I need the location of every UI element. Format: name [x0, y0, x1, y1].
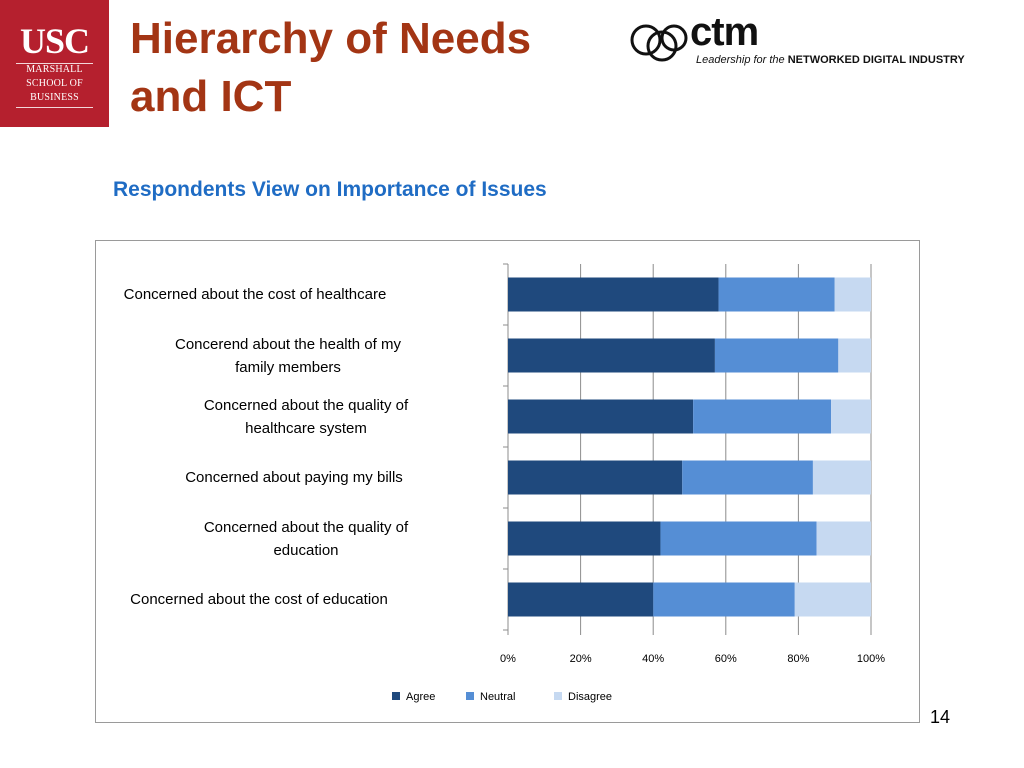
usc-logo-rule: [16, 107, 93, 108]
bar-agree: [508, 582, 654, 617]
chart-frame: [95, 240, 920, 723]
bar-neutral: [682, 460, 813, 495]
legend-label: Agree: [406, 691, 435, 703]
bar-neutral: [714, 338, 839, 373]
category-label: Concerned about paying my bills: [124, 466, 464, 489]
bar-agree: [508, 521, 661, 556]
category-label: Concerned about the quality of education: [136, 516, 476, 562]
category-label-line: healthcare system: [245, 419, 367, 437]
x-tick-label: 80%: [787, 653, 809, 665]
bar-neutral: [653, 582, 795, 617]
usc-logo-line-2: SCHOOL OF: [26, 78, 83, 89]
usc-marshall-logo: USC MARSHALL SCHOOL OF BUSINESS: [0, 0, 109, 127]
category-label-line: Concerned about the cost of education: [130, 591, 388, 608]
usc-logo-line-3: BUSINESS: [30, 92, 79, 103]
bar-neutral: [718, 277, 835, 312]
bar-neutral: [660, 521, 817, 556]
category-label-line: education: [273, 541, 339, 559]
category-label-line: Concerend about the health of my: [175, 335, 401, 353]
bar-neutral: [693, 399, 832, 434]
category-label-line: Concerned about the quality of: [203, 518, 409, 536]
x-tick-label: 60%: [715, 653, 737, 665]
bar-disagree: [816, 521, 871, 556]
legend-swatch: [554, 692, 562, 700]
bar-agree: [508, 277, 719, 312]
ctm-tagline-italic: Leadership for the: [696, 54, 785, 66]
slide-title: Hierarchy of Needs and ICT: [130, 10, 531, 126]
usc-logo-rule: [16, 63, 93, 64]
category-label: Concerend about the health of my family m…: [118, 333, 458, 379]
ctm-tagline-bold: NETWORKED DIGITAL INDUSTRY: [787, 54, 965, 66]
legend-label: Neutral: [480, 691, 515, 703]
bar-disagree: [794, 582, 871, 617]
bar-agree: [508, 399, 694, 434]
category-label-line: Concerned about the quality of: [203, 396, 409, 414]
x-tick-label: 100%: [857, 653, 885, 665]
bar-agree: [508, 460, 683, 495]
category-label: Concerned about the cost of healthcare: [85, 283, 425, 306]
x-tick-label: 0%: [500, 653, 516, 665]
category-label-line: Concerned about paying my bills: [185, 469, 403, 486]
page-number: 14: [930, 707, 951, 727]
chart-subtitle: Respondents View on Importance of Issues: [113, 178, 547, 201]
bar-disagree: [831, 399, 871, 434]
category-label-line: family members: [235, 358, 341, 376]
category-label: Concerned about the cost of education: [89, 588, 429, 611]
slide-title-line-2: and ICT: [130, 72, 292, 121]
x-tick-label: 40%: [642, 653, 664, 665]
slide-title-line-1: Hierarchy of Needs: [130, 14, 532, 63]
usc-logo-main: USC: [19, 21, 90, 61]
legend-swatch: [466, 692, 474, 700]
usc-logo-line-1: MARSHALL: [26, 64, 83, 75]
bar-disagree: [834, 277, 871, 312]
ctm-logo: ctm Leadership for the NETWORKED DIGITAL…: [628, 10, 988, 76]
legend-swatch: [392, 692, 400, 700]
ctm-logo-tagline: Leadership for the NETWORKED DIGITAL IND…: [696, 54, 965, 66]
category-label: Concerned about the quality of healthcare…: [136, 394, 476, 440]
category-label-line: Concerned about the cost of healthcare: [123, 286, 387, 303]
ctm-rings-icon: [630, 24, 688, 62]
bar-agree: [508, 338, 715, 373]
bar-disagree: [838, 338, 871, 373]
x-tick-label: 20%: [570, 653, 592, 665]
bar-disagree: [812, 460, 871, 495]
ctm-logo-word: ctm: [690, 10, 759, 54]
legend-label: Disagree: [568, 691, 612, 703]
